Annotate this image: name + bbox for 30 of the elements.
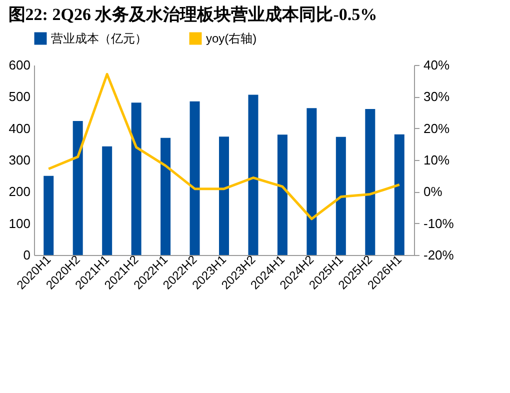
bar: [365, 109, 376, 255]
y-tick-label: 600: [8, 58, 30, 72]
y-tick-label: 200: [8, 184, 30, 200]
y2-tick-label: -20%: [424, 248, 454, 262]
bar: [277, 134, 288, 255]
bar: [44, 176, 54, 255]
bar: [248, 94, 258, 255]
bar: [72, 121, 83, 255]
y2-tick-label: 10%: [424, 152, 450, 168]
line-series: [47, 72, 401, 220]
legend-label: yoy(右轴): [206, 32, 257, 46]
bar: [394, 134, 404, 255]
bar: [219, 136, 229, 255]
bar: [306, 108, 317, 255]
chart-title: 图22: 2Q26 水务及水治理板块营业成本同比-0.5%: [8, 5, 378, 24]
y-tick-label: 400: [8, 120, 30, 136]
y2-tick-label: 30%: [424, 89, 450, 104]
y-tick-label: 300: [8, 152, 30, 168]
bar: [160, 138, 171, 255]
y2-tick-label: 20%: [424, 120, 450, 136]
y2-tick-label: -10%: [424, 216, 454, 231]
y2-tick-label: 40%: [424, 58, 450, 72]
legend-label: 营业成本（亿元）: [51, 32, 147, 46]
bar: [336, 136, 346, 255]
bar: [131, 102, 142, 255]
y-tick-label: 100: [8, 216, 30, 231]
bar: [190, 101, 200, 255]
bar: [102, 146, 112, 255]
y-tick-label: 500: [8, 89, 30, 104]
y2-tick-label: 0%: [424, 184, 443, 200]
